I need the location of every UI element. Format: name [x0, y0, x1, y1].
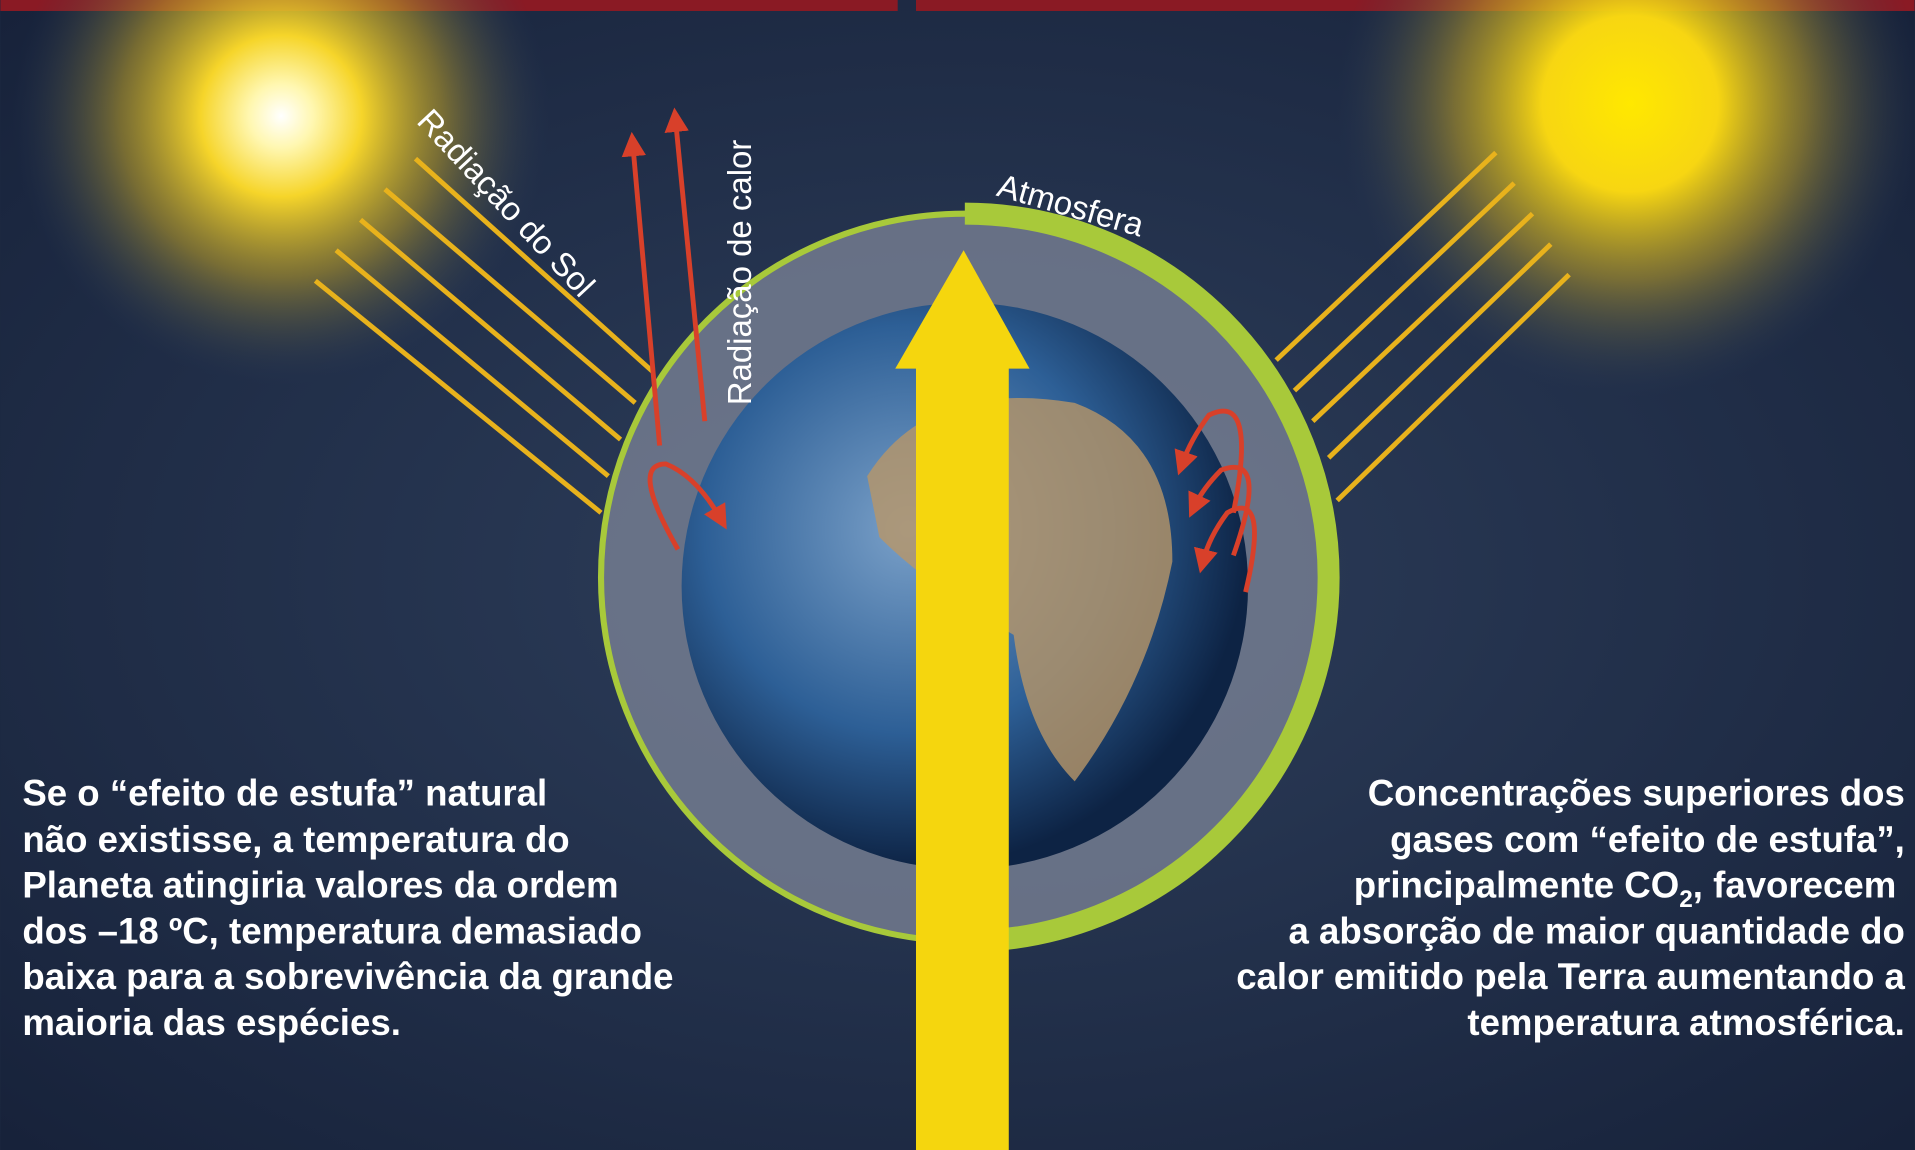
text-line: Planeta atingiria valores da ordem — [22, 864, 618, 905]
text-line: temperatura atmosférica. — [1467, 1002, 1904, 1043]
text-line: dos –18 ºC, temperatura demasiado — [22, 911, 642, 952]
big-arrow-shaft — [916, 364, 1009, 1150]
text-line: Se o “efeito de estufa” natural — [22, 773, 547, 814]
text-line: maioria das espécies. — [22, 1002, 401, 1043]
page: Radiação do Sol Radiação de calor Atmosf… — [0, 0, 1915, 1150]
text-line: não existisse, a temperatura do — [22, 819, 569, 860]
text-line: Concentrações superiores dos — [1368, 773, 1905, 814]
text-part: , favorecem — [1693, 864, 1897, 905]
text-line: gases com “efeito de estufa”, — [1390, 819, 1905, 860]
subscript: 2 — [1679, 886, 1693, 913]
diagram: Radiação do Sol Radiação de calor Atmosf… — [0, 0, 1915, 1150]
text-line: baixa para a sobrevivência da grande — [22, 956, 673, 997]
label: Radiação de calor — [721, 140, 758, 406]
text-line: a absorção de maior quantidade do — [1288, 911, 1904, 952]
text-line: calor emitido pela Terra aumentando a — [1236, 956, 1905, 997]
text-part: principalmente CO — [1354, 864, 1679, 905]
